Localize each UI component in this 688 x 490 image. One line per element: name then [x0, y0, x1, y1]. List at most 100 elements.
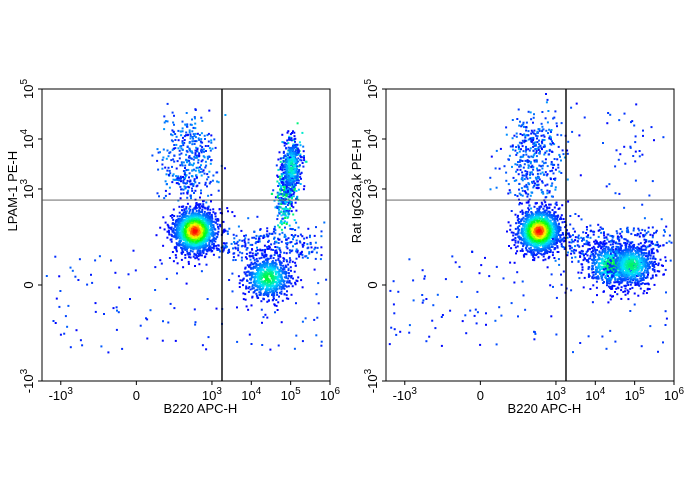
event-dot: [193, 219, 195, 222]
event-dot: [192, 214, 195, 217]
event-dot: [121, 347, 124, 350]
event-dot: [551, 254, 554, 257]
event-dot: [182, 179, 185, 182]
event-dot: [228, 251, 231, 254]
event-dot: [185, 206, 188, 209]
event-dot: [217, 247, 220, 250]
event-dot: [255, 264, 258, 267]
event-dot: [181, 127, 184, 130]
event-dot: [247, 238, 250, 241]
event-dot: [259, 288, 262, 291]
event-dot: [543, 218, 545, 220]
event-dot: [55, 297, 58, 300]
event-dot: [173, 231, 176, 234]
event-dot: [290, 172, 293, 175]
event-dot: [174, 178, 176, 181]
event-dot: [168, 257, 171, 259]
event-dot: [270, 243, 273, 246]
event-dot: [190, 197, 192, 200]
event-dot: [320, 235, 323, 238]
event-dot: [214, 240, 217, 243]
event-dot: [188, 220, 191, 223]
event-dot: [176, 237, 179, 239]
event-dot: [280, 277, 283, 280]
event-dot: [245, 248, 248, 251]
event-dot: [270, 248, 273, 251]
event-dot: [282, 272, 284, 274]
event-dot: [198, 206, 201, 209]
event-dot: [289, 171, 292, 174]
event-dot: [285, 193, 287, 196]
event-dot: [525, 215, 528, 218]
event-dot: [179, 234, 182, 236]
event-dot: [217, 230, 220, 233]
event-dot: [293, 138, 296, 141]
event-dot: [204, 160, 207, 163]
event-dot: [560, 243, 563, 246]
event-dot: [171, 140, 174, 143]
event-dot: [269, 291, 271, 294]
event-dot: [211, 179, 214, 182]
event-dot: [289, 227, 292, 230]
event-dot: [534, 237, 537, 240]
event-dot: [287, 153, 290, 156]
event-dot: [177, 226, 180, 229]
event-dot: [516, 219, 519, 222]
event-dot: [204, 221, 207, 224]
event-dot: [227, 210, 229, 213]
event-dot: [280, 193, 283, 195]
event-dot: [176, 160, 179, 163]
event-dot: [197, 258, 200, 261]
event-dot: [169, 215, 172, 217]
event-dot: [209, 162, 212, 165]
event-dot: [517, 218, 520, 220]
event-dot: [536, 238, 539, 241]
event-dot: [525, 247, 527, 250]
event-dot: [273, 199, 276, 202]
event-dot: [184, 220, 187, 223]
event-dot: [524, 236, 527, 239]
event-dot: [523, 227, 526, 230]
event-dot: [299, 144, 302, 147]
event-dot: [274, 281, 277, 283]
event-dot: [526, 215, 529, 218]
event-dot: [178, 223, 180, 226]
event-dot: [273, 228, 276, 231]
event-dot: [546, 235, 549, 237]
event-dot: [203, 206, 206, 209]
event-dot: [189, 224, 192, 227]
event-dot: [181, 164, 184, 167]
event-dot: [283, 271, 286, 274]
event-dot: [286, 290, 288, 293]
event-dot: [176, 219, 178, 221]
event-dot: [315, 226, 317, 229]
event-dot: [274, 229, 277, 232]
event-dot: [185, 235, 188, 238]
event-dot: [200, 237, 203, 240]
event-dot: [516, 245, 519, 248]
event-dot: [167, 226, 170, 229]
event-dot: [185, 186, 187, 189]
event-dot: [198, 246, 201, 249]
event-dot: [287, 149, 290, 152]
event-dot: [195, 176, 198, 179]
event-dot: [299, 233, 302, 236]
event-dot: [282, 212, 285, 215]
event-dot: [286, 152, 289, 155]
event-dot: [286, 241, 289, 244]
event-dot: [202, 169, 205, 172]
event-dot: [194, 229, 197, 232]
event-dot: [283, 293, 286, 296]
event-dot: [253, 291, 256, 294]
event-dot: [184, 167, 186, 169]
event-dot: [294, 169, 297, 172]
event-dot: [542, 253, 545, 256]
event-dot: [215, 247, 218, 250]
event-dot: [514, 233, 517, 236]
event-dot: [199, 250, 202, 253]
event-dot: [206, 215, 209, 218]
event-dot: [248, 272, 251, 275]
event-dot: [200, 254, 203, 257]
event-dot: [208, 211, 211, 214]
event-dot: [295, 250, 298, 253]
